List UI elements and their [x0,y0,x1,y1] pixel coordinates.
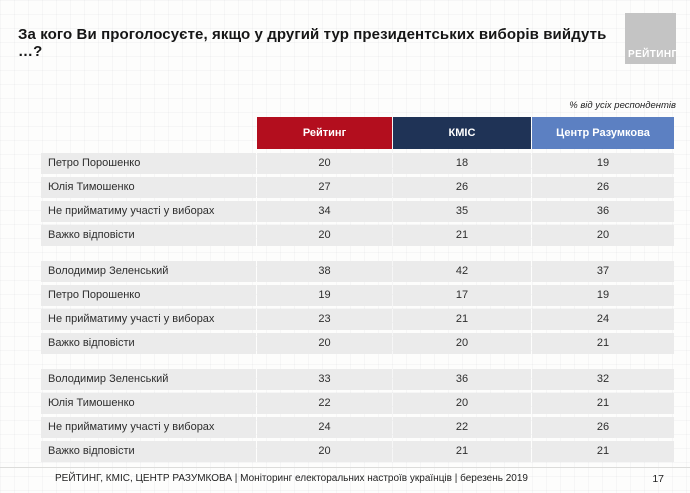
value-razumkov: 21 [532,333,674,354]
column-header-kiis: КМІС [393,117,531,149]
table-row: Важко відповісти 20 21 20 [41,225,674,246]
row-label: Петро Порошенко [41,153,256,174]
row-label: Юлія Тимошенко [41,393,256,414]
poll-table-group-3: Володимир Зеленський 33 36 32 Юлія Тимош… [41,369,674,462]
row-label: Юлія Тимошенко [41,177,256,198]
value-razumkov: 21 [532,393,674,414]
row-label: Не прийматиму участі у виборах [41,201,256,222]
value-rating: 20 [257,441,392,462]
poll-table-group-2: Володимир Зеленський 38 42 37 Петро Поро… [41,261,674,354]
value-rating: 34 [257,201,392,222]
row-label: Не прийматиму участі у виборах [41,309,256,330]
value-kiis: 21 [393,441,531,462]
table-row: Не прийматиму участі у виборах 34 35 36 [41,201,674,222]
footer-source: РЕЙТИНГ, КМІС, ЦЕНТР РАЗУМКОВА | Монітор… [55,473,528,484]
table-column-headers: Рейтинг КМІС Центр Разумкова [257,117,674,149]
value-kiis: 20 [393,393,531,414]
table-row: Не прийматиму участі у виборах 24 22 26 [41,417,674,438]
table-row: Не прийматиму участі у виборах 23 21 24 [41,309,674,330]
value-kiis: 21 [393,225,531,246]
table-row: Важко відповісти 20 21 21 [41,441,674,462]
value-razumkov: 26 [532,177,674,198]
rating-logo-label: РЕЙТИНГ [628,49,678,60]
value-razumkov: 37 [532,261,674,282]
value-kiis: 20 [393,333,531,354]
table-row: Володимир Зеленський 38 42 37 [41,261,674,282]
value-razumkov: 21 [532,441,674,462]
value-kiis: 17 [393,285,531,306]
value-kiis: 21 [393,309,531,330]
value-razumkov: 26 [532,417,674,438]
value-razumkov: 36 [532,201,674,222]
rating-logo: РЕЙТИНГ [625,13,678,64]
value-rating: 23 [257,309,392,330]
value-razumkov: 19 [532,285,674,306]
row-label: Важко відповісти [41,333,256,354]
table-row: Петро Порошенко 20 18 19 [41,153,674,174]
value-rating: 22 [257,393,392,414]
column-header-razumkov: Центр Разумкова [532,117,674,149]
value-razumkov: 19 [532,153,674,174]
table-row: Важко відповісти 20 20 21 [41,333,674,354]
row-label: Важко відповісти [41,225,256,246]
value-razumkov: 20 [532,225,674,246]
value-kiis: 35 [393,201,531,222]
value-kiis: 22 [393,417,531,438]
value-rating: 38 [257,261,392,282]
page-title: За кого Ви проголосуєте, якщо у другий т… [18,26,607,60]
row-label: Володимир Зеленський [41,261,256,282]
value-rating: 24 [257,417,392,438]
row-label: Важко відповісти [41,441,256,462]
value-rating: 20 [257,153,392,174]
value-rating: 20 [257,225,392,246]
table-row: Петро Порошенко 19 17 19 [41,285,674,306]
poll-table-group-1: Петро Порошенко 20 18 19 Юлія Тимошенко … [41,153,674,246]
value-rating: 20 [257,333,392,354]
value-razumkov: 24 [532,309,674,330]
table-row: Юлія Тимошенко 22 20 21 [41,393,674,414]
value-kiis: 26 [393,177,531,198]
value-rating: 33 [257,369,392,390]
column-header-rating: Рейтинг [257,117,392,149]
footer-divider [0,467,690,468]
table-row: Володимир Зеленський 33 36 32 [41,369,674,390]
value-kiis: 36 [393,369,531,390]
page-number: 17 [652,473,664,485]
value-kiis: 42 [393,261,531,282]
row-label: Володимир Зеленський [41,369,256,390]
value-kiis: 18 [393,153,531,174]
table-row: Юлія Тимошенко 27 26 26 [41,177,674,198]
row-label: Не прийматиму участі у виборах [41,417,256,438]
value-rating: 27 [257,177,392,198]
value-razumkov: 32 [532,369,674,390]
unit-note: % від усіх респондентів [569,100,676,111]
row-label: Петро Порошенко [41,285,256,306]
value-rating: 19 [257,285,392,306]
